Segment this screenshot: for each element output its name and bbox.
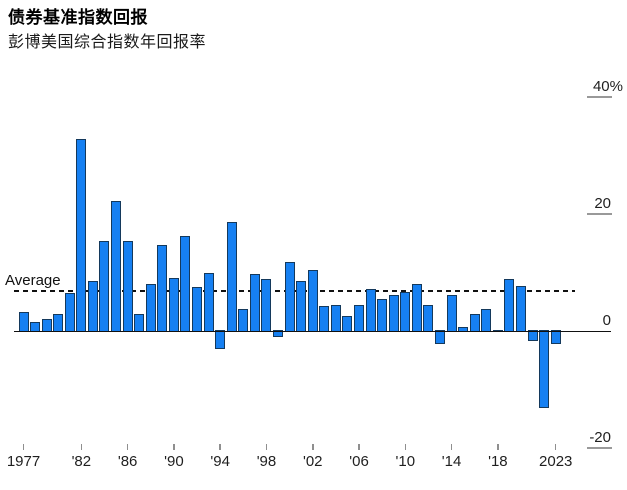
bar-1988 — [145, 283, 156, 332]
x-tick-1977 — [22, 444, 25, 450]
x-tick-label-2010: '10 — [395, 453, 416, 470]
bar-1983 — [87, 281, 98, 332]
bar-1977 — [18, 312, 29, 332]
bar-1986 — [122, 240, 133, 332]
y-tick-40 — [587, 96, 612, 98]
chart-subtitle: 彭博美国综合指数年回报率 — [8, 34, 207, 51]
x-tick-label-1977: 1977 — [6, 453, 41, 470]
bar-1987 — [134, 313, 145, 332]
bar-1980 — [53, 314, 64, 332]
x-tick-1994 — [219, 444, 221, 450]
bar-1981 — [64, 293, 75, 332]
bar-2006 — [354, 304, 365, 332]
bar-2000 — [284, 261, 295, 332]
bar-2009 — [388, 295, 399, 332]
y-tick-label-20: 20 — [594, 195, 611, 212]
bar-2002 — [307, 269, 318, 332]
bar-1999 — [273, 330, 284, 337]
x-tick-1986 — [126, 444, 129, 450]
bar-2023 — [550, 330, 561, 345]
bar-1994 — [215, 330, 226, 350]
bar-2020 — [516, 286, 526, 332]
bar-2001 — [296, 280, 307, 332]
x-tick-label-2006: '06 — [349, 453, 369, 470]
bar-2022 — [539, 330, 550, 409]
bar-1993 — [203, 272, 214, 332]
y-tick-20 — [587, 213, 612, 215]
x-tick-label-1982: '82 — [71, 453, 92, 470]
x-tick-label-1998: '98 — [256, 453, 277, 470]
x-tick-1998 — [265, 444, 268, 450]
x-tick-label-1994: '94 — [210, 453, 230, 470]
bar-1990 — [168, 277, 179, 332]
y-tick-label-40: 40% — [592, 78, 623, 95]
bar-2007 — [365, 289, 376, 332]
bar-1992 — [192, 286, 203, 332]
bar-1997 — [249, 273, 260, 332]
bar-1998 — [261, 279, 272, 332]
bar-1989 — [157, 244, 168, 332]
x-tick-2014 — [450, 444, 453, 450]
y-tick-label--20: -20 — [589, 429, 611, 446]
bar-1985 — [111, 200, 122, 332]
bar-1984 — [99, 241, 110, 332]
bar-2014 — [446, 295, 457, 332]
bar-1996 — [238, 308, 249, 332]
bar-2004 — [330, 304, 341, 332]
x-tick-2010 — [404, 444, 407, 450]
bar-2008 — [377, 299, 388, 332]
bar-2016 — [469, 314, 480, 332]
bar-2003 — [319, 306, 330, 332]
bar-2019 — [504, 278, 515, 332]
x-tick-label-1986: '86 — [117, 453, 138, 470]
x-tick-label-2023: 2023 — [539, 453, 573, 470]
x-tick-label-2002: '02 — [302, 453, 323, 470]
chart-title: 债券基准指数回报 — [8, 8, 148, 27]
bar-2017 — [481, 309, 492, 332]
bar-2011 — [411, 284, 422, 332]
x-tick-label-2018: '18 — [488, 453, 508, 470]
x-tick-label-2014: '14 — [441, 453, 462, 470]
x-tick-2002 — [312, 444, 314, 450]
y-tick-label-0: 0 — [602, 312, 611, 329]
x-tick-label-1990: '90 — [164, 453, 184, 470]
x-tick-1990 — [173, 444, 175, 450]
x-tick-2018 — [497, 444, 499, 450]
x-tick-2006 — [358, 444, 360, 450]
bar-2013 — [435, 330, 446, 344]
bar-1991 — [180, 236, 191, 332]
zero-axis-line — [14, 330, 611, 332]
x-tick-1982 — [80, 444, 83, 450]
x-tick-2023 — [554, 444, 557, 450]
y-tick--20 — [587, 447, 612, 449]
average-label: Average — [5, 272, 61, 289]
bar-2010 — [400, 291, 411, 332]
bar-2012 — [423, 305, 434, 332]
bar-1982 — [76, 139, 87, 332]
bar-1995 — [226, 221, 237, 332]
